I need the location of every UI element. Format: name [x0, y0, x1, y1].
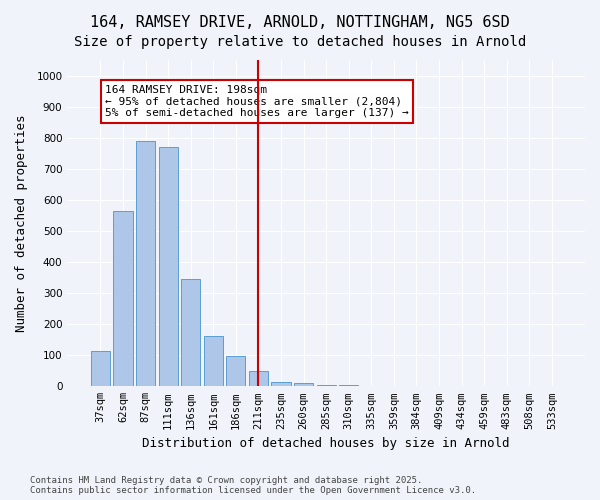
Bar [136, 141, 155, 386]
Text: 164, RAMSEY DRIVE, ARNOLD, NOTTINGHAM, NG5 6SD: 164, RAMSEY DRIVE, ARNOLD, NOTTINGHAM, N… [90, 15, 510, 30]
Text: Contains HM Land Registry data © Crown copyright and database right 2025.
Contai: Contains HM Land Registry data © Crown c… [30, 476, 476, 495]
Bar [294, 383, 313, 386]
Text: Size of property relative to detached houses in Arnold: Size of property relative to detached ho… [74, 35, 526, 49]
Bar [113, 210, 133, 386]
Bar [339, 385, 358, 386]
Bar [181, 279, 200, 386]
Text: 164 RAMSEY DRIVE: 198sqm
← 95% of detached houses are smaller (2,804)
5% of semi: 164 RAMSEY DRIVE: 198sqm ← 95% of detach… [105, 85, 409, 118]
Y-axis label: Number of detached properties: Number of detached properties [15, 114, 28, 332]
Bar [271, 382, 290, 386]
Bar [204, 336, 223, 386]
Bar [158, 147, 178, 386]
Bar [91, 352, 110, 386]
Bar [226, 356, 245, 386]
Bar [249, 371, 268, 386]
X-axis label: Distribution of detached houses by size in Arnold: Distribution of detached houses by size … [142, 437, 510, 450]
Bar [317, 385, 336, 386]
